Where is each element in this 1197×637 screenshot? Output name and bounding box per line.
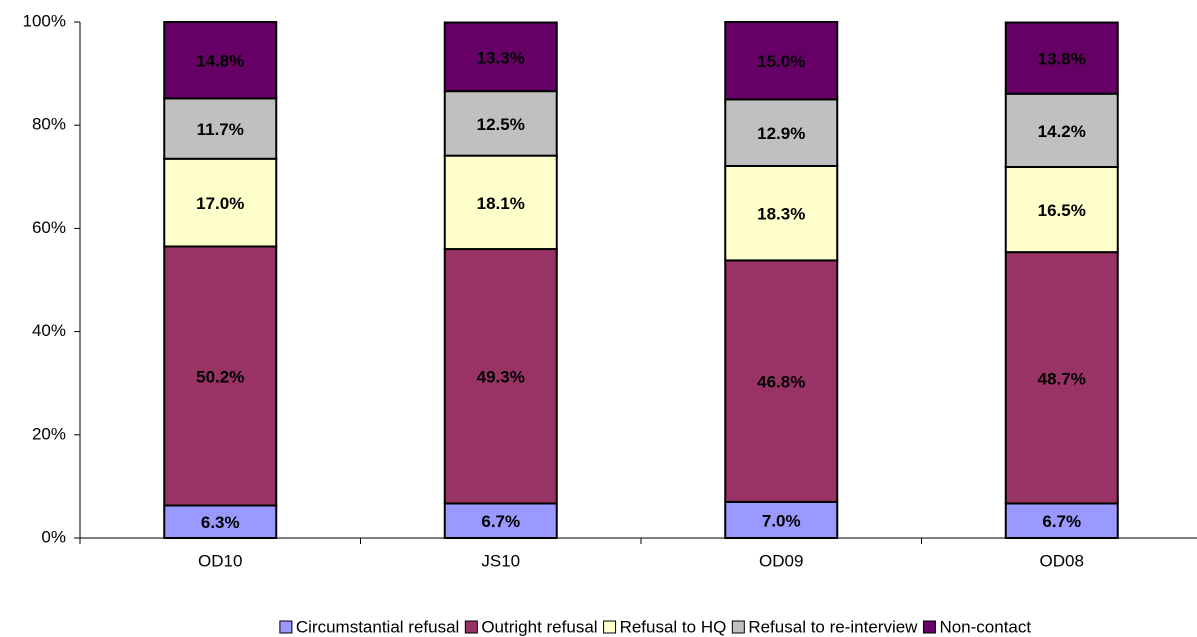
value-label: 13.3% [477, 48, 525, 67]
value-label: 49.3% [477, 368, 525, 387]
x-tick-label: OD10 [198, 551, 242, 570]
bar-segment [724, 164, 839, 262]
bar-segment [724, 500, 839, 540]
value-label: 6.7% [481, 512, 520, 531]
bar-segment [1004, 502, 1119, 540]
bar-segment [443, 502, 558, 540]
bar-segment [1004, 92, 1119, 168]
value-label: 11.7% [197, 120, 244, 139]
legend-label: Refusal to re-interview [748, 617, 918, 636]
legend-swatch [464, 620, 478, 634]
bar-segment [724, 98, 839, 167]
value-label: 15.0% [757, 52, 805, 71]
x-tick-label: OD09 [759, 551, 803, 570]
value-label: 6.7% [1042, 512, 1081, 531]
value-label: 14.2% [1038, 122, 1086, 141]
bar-segment [1004, 21, 1119, 95]
value-label: 6.3% [201, 513, 240, 532]
value-label: 18.1% [477, 194, 525, 213]
value-label: 17.0% [196, 194, 244, 213]
value-label: 12.9% [757, 124, 805, 143]
x-tick-label: JS10 [481, 551, 520, 570]
legend-swatch [279, 620, 293, 634]
value-label: 13.8% [1038, 50, 1086, 69]
legend-label: Circumstantial refusal [296, 617, 459, 636]
bar-segment [163, 504, 278, 540]
value-label: 50.2% [196, 367, 244, 386]
bar-segment [724, 21, 839, 101]
value-label: 46.8% [757, 373, 805, 392]
value-label: 18.3% [757, 205, 805, 224]
y-tick-label: 20% [32, 424, 66, 443]
y-tick-label: 0% [41, 527, 66, 546]
bar-segment [1004, 165, 1119, 254]
legend-label: Non-contact [939, 617, 1031, 636]
bar-segment [1004, 251, 1119, 505]
x-tick-label: OD08 [1040, 551, 1084, 570]
y-tick-label: 40% [32, 321, 66, 340]
value-label: 16.5% [1038, 201, 1086, 220]
bar-segment [163, 21, 278, 100]
legend-swatch [603, 620, 617, 634]
bar-segment [443, 21, 558, 93]
value-label: 12.5% [477, 115, 525, 134]
value-label: 14.8% [196, 52, 244, 71]
y-tick-label: 80% [32, 115, 66, 134]
legend-label: Refusal to HQ [620, 617, 727, 636]
legend-swatch [731, 620, 745, 634]
bar-segment [443, 154, 558, 251]
bar-segment [724, 259, 839, 503]
y-tick-label: 60% [32, 218, 66, 237]
bar-segment [443, 248, 558, 505]
value-label: 7.0% [762, 511, 801, 530]
legend-label: Outright refusal [481, 617, 597, 636]
y-tick-label: 100% [23, 11, 66, 30]
value-label: 48.7% [1038, 369, 1086, 388]
legend-swatch [922, 620, 936, 634]
